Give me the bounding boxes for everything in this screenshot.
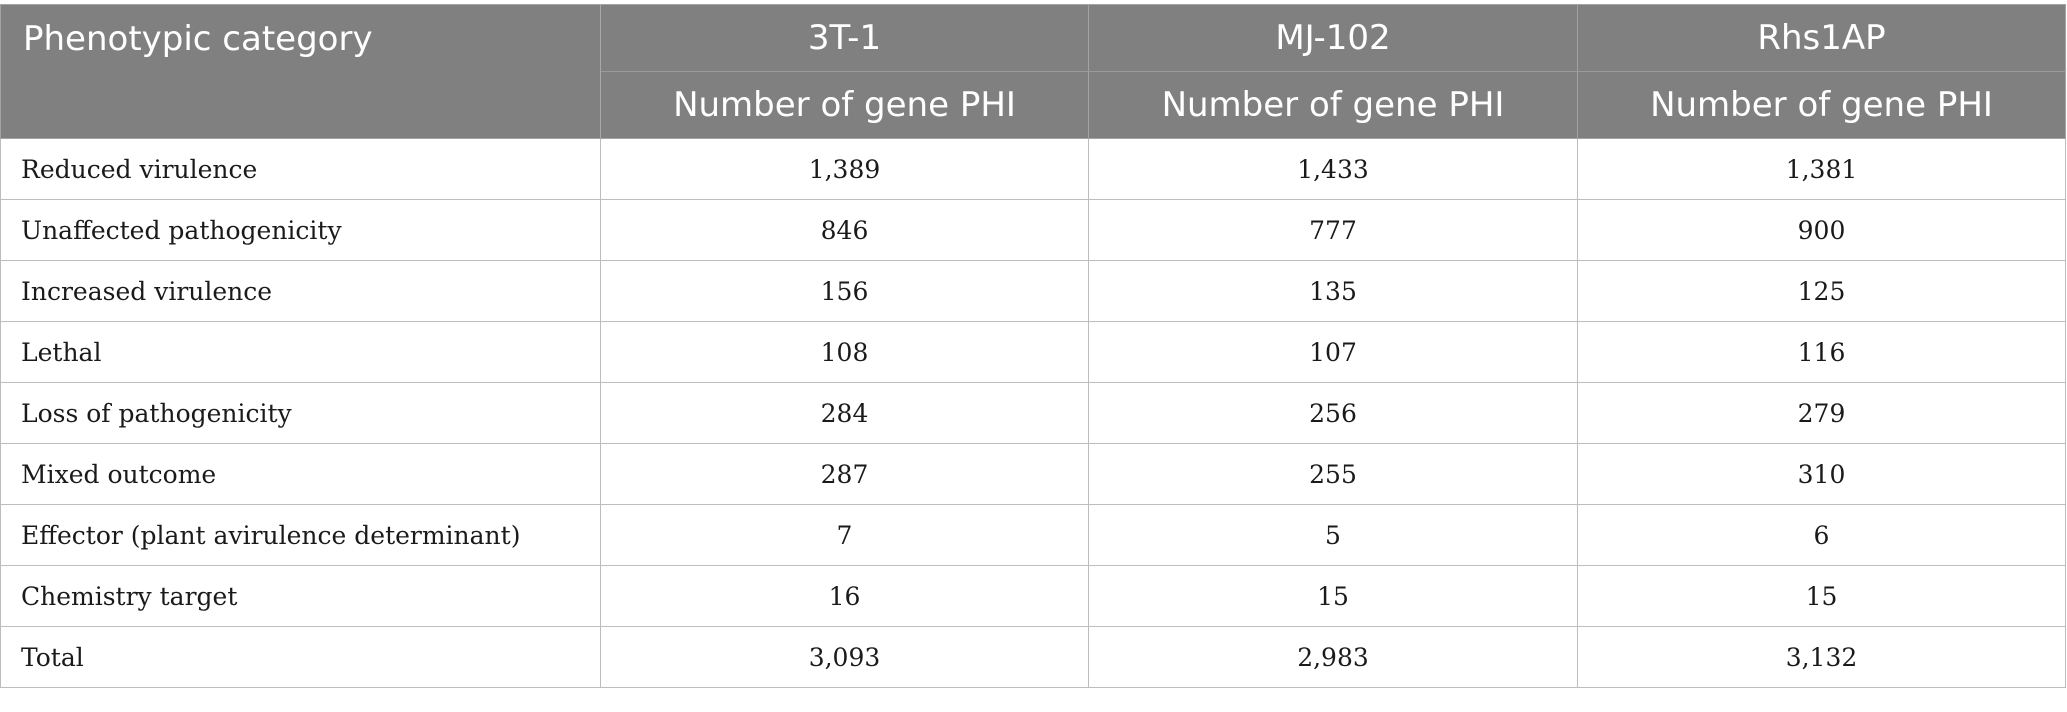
cell-rhs1ap: 6	[1577, 504, 2066, 566]
row-category: Reduced virulence	[0, 138, 601, 200]
cell-rhs1ap: 1,381	[1577, 138, 2066, 200]
cell-mj102: 1,433	[1088, 138, 1578, 200]
cell-rhs1ap: 279	[1577, 382, 2066, 444]
cell-mj102: 107	[1088, 321, 1578, 383]
row-category: Increased virulence	[0, 260, 601, 322]
row-category: Mixed outcome	[0, 443, 601, 505]
table-row: Mixed outcome 287 255 310	[0, 443, 2066, 505]
cell-mj102: 15	[1088, 565, 1578, 627]
table-row-total: Total 3,093 2,983 3,132	[0, 626, 2066, 688]
cell-mj102: 777	[1088, 199, 1578, 261]
cell-3t1: 156	[600, 260, 1089, 322]
header-subheader-3t1: Number of gene PHI	[600, 71, 1089, 139]
table-row: Lethal 108 107 116	[0, 321, 2066, 383]
header-subheader-mj102: Number of gene PHI	[1088, 71, 1578, 139]
cell-mj102: 255	[1088, 443, 1578, 505]
table-row: Loss of pathogenicity 284 256 279	[0, 382, 2066, 444]
header-category: Phenotypic category	[0, 4, 601, 139]
header-subheader-rhs1ap: Number of gene PHI	[1577, 71, 2066, 139]
cell-rhs1ap: 125	[1577, 260, 2066, 322]
cell-rhs1ap: 310	[1577, 443, 2066, 505]
table-body: Reduced virulence 1,389 1,433 1,381 Unaf…	[0, 138, 2066, 688]
row-category: Loss of pathogenicity	[0, 382, 601, 444]
cell-mj102: 256	[1088, 382, 1578, 444]
cell-3t1: 3,093	[600, 626, 1089, 688]
cell-3t1: 287	[600, 443, 1089, 505]
cell-3t1: 16	[600, 565, 1089, 627]
cell-3t1: 846	[600, 199, 1089, 261]
cell-3t1: 284	[600, 382, 1089, 444]
header-strain-mj102: MJ-102	[1088, 4, 1578, 72]
header-row-strains: Phenotypic category 3T-1 MJ-102 Rhs1AP	[0, 4, 2066, 139]
cell-rhs1ap: 116	[1577, 321, 2066, 383]
table-header: Phenotypic category 3T-1 MJ-102 Rhs1AP N…	[0, 4, 2066, 139]
phenotype-table: Phenotypic category 3T-1 MJ-102 Rhs1AP N…	[0, 4, 2066, 688]
cell-mj102: 135	[1088, 260, 1578, 322]
cell-3t1: 7	[600, 504, 1089, 566]
row-category: Effector (plant avirulence determinant)	[0, 504, 601, 566]
table-row: Increased virulence 156 135 125	[0, 260, 2066, 322]
table-row: Chemistry target 16 15 15	[0, 565, 2066, 627]
header-row-subheaders: Number of gene PHI Number of gene PHI Nu…	[1, 71, 2066, 139]
table-row: Reduced virulence 1,389 1,433 1,381	[0, 138, 2066, 200]
cell-mj102: 2,983	[1088, 626, 1578, 688]
header-strain-rhs1ap: Rhs1AP	[1577, 4, 2066, 72]
table-row: Unaffected pathogenicity 846 777 900	[0, 199, 2066, 261]
cell-mj102: 5	[1088, 504, 1578, 566]
cell-3t1: 108	[600, 321, 1089, 383]
table-row: Effector (plant avirulence determinant) …	[0, 504, 2066, 566]
header-strain-3t1: 3T-1	[600, 4, 1089, 72]
row-category: Lethal	[0, 321, 601, 383]
cell-rhs1ap: 3,132	[1577, 626, 2066, 688]
cell-rhs1ap: 900	[1577, 199, 2066, 261]
row-category: Total	[0, 626, 601, 688]
row-category: Unaffected pathogenicity	[0, 199, 601, 261]
cell-3t1: 1,389	[600, 138, 1089, 200]
row-category: Chemistry target	[0, 565, 601, 627]
cell-rhs1ap: 15	[1577, 565, 2066, 627]
